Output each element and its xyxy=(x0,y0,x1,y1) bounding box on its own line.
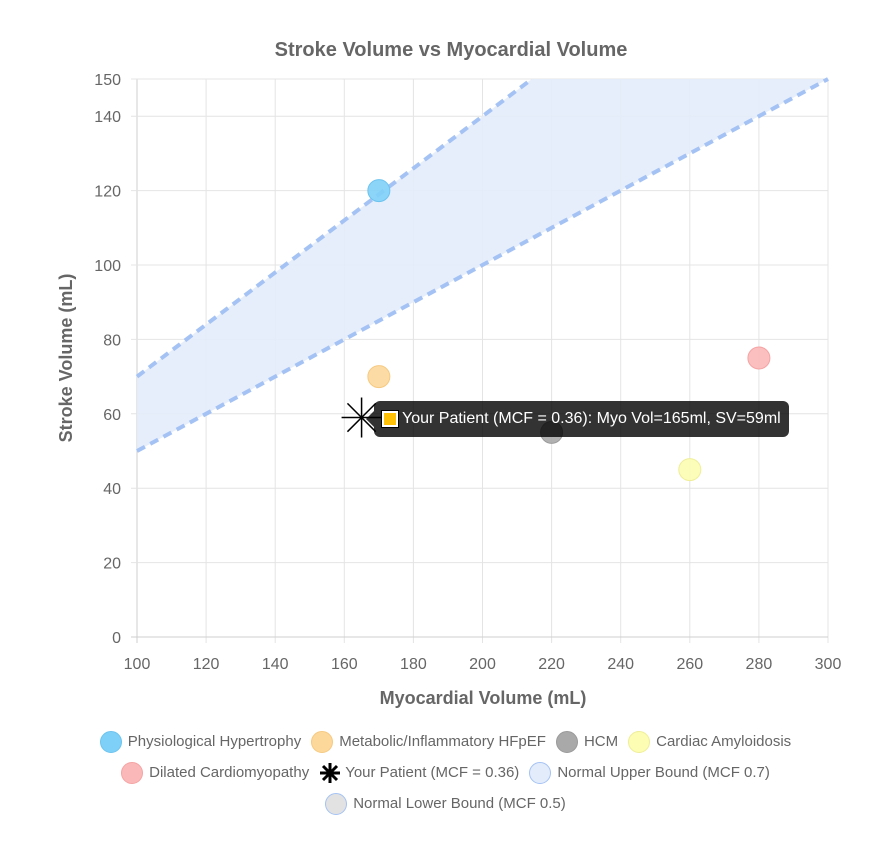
legend-item-metabolic-hfpef[interactable]: Metabolic/Inflammatory HFpEF xyxy=(311,730,546,753)
data-tooltip: Your Patient (MCF = 0.36): Myo Vol=165ml… xyxy=(366,401,789,437)
svg-text:40: 40 xyxy=(103,481,121,498)
svg-text:0: 0 xyxy=(112,630,121,647)
legend-label: Dilated Cardiomyopathy xyxy=(149,764,310,781)
star-marker-icon xyxy=(320,762,341,783)
circle-marker-icon xyxy=(325,792,348,815)
legend-item-dilated-cardiomyopathy[interactable]: Dilated Cardiomyopathy xyxy=(121,761,310,784)
legend-label: Cardiac Amyloidosis xyxy=(656,733,792,750)
legend-item-normal-upper-bound[interactable]: Normal Upper Bound (MCF 0.7) xyxy=(529,761,770,784)
circle-marker-icon xyxy=(555,730,578,753)
legend-item-physiological-hypertrophy[interactable]: Physiological Hypertrophy xyxy=(99,730,302,753)
legend-item-your-patient[interactable]: Your Patient (MCF = 0.36) xyxy=(319,762,519,784)
svg-text:120: 120 xyxy=(193,656,220,673)
normal-bounds-band xyxy=(135,77,829,453)
svg-text:240: 240 xyxy=(607,656,634,673)
svg-text:200: 200 xyxy=(469,656,496,673)
svg-text:280: 280 xyxy=(746,656,773,673)
circle-marker-icon xyxy=(99,730,122,753)
svg-text:260: 260 xyxy=(676,656,703,673)
legend-label: Normal Lower Bound (MCF 0.5) xyxy=(353,795,566,812)
chart-legend: Physiological Hypertrophy Metabolic/Infl… xyxy=(0,726,891,819)
circle-marker-icon xyxy=(311,730,334,753)
circle-marker-icon xyxy=(529,761,552,784)
x-axis-label: Myocardial Volume (mL) xyxy=(380,688,587,708)
legend-label: Normal Upper Bound (MCF 0.7) xyxy=(557,764,770,781)
tooltip-color-swatch xyxy=(381,410,399,428)
svg-text:80: 80 xyxy=(103,332,121,349)
chart-title: Stroke Volume vs Myocardial Volume xyxy=(275,39,628,61)
svg-text:20: 20 xyxy=(103,556,121,573)
circle-marker-icon xyxy=(121,761,144,784)
tooltip-text: Your Patient (MCF = 0.36): Myo Vol=165ml… xyxy=(402,410,781,427)
y-axis-label: Stroke Volume (mL) xyxy=(56,274,76,443)
legend-item-hcm[interactable]: HCM xyxy=(555,730,619,753)
svg-text:140: 140 xyxy=(94,109,121,126)
chart-canvas: Stroke Volume vs Myocardial Volume 100 12… xyxy=(56,39,841,708)
svg-text:60: 60 xyxy=(103,407,121,424)
legend-item-normal-lower-bound[interactable]: Normal Lower Bound (MCF 0.5) xyxy=(325,792,566,815)
legend-label: HCM xyxy=(583,733,619,750)
svg-text:140: 140 xyxy=(262,656,289,673)
svg-text:160: 160 xyxy=(331,656,358,673)
legend-label: Physiological Hypertrophy xyxy=(127,733,302,750)
svg-text:180: 180 xyxy=(400,656,427,673)
legend-label: Metabolic/Inflammatory HFpEF xyxy=(339,733,546,750)
legend-row-2: Dilated Cardiomyopathy Your Patient (MCF… xyxy=(0,757,891,788)
svg-text:220: 220 xyxy=(538,656,565,673)
circle-marker-icon xyxy=(628,730,651,753)
legend-label: Your Patient (MCF = 0.36) xyxy=(345,764,520,781)
svg-text:120: 120 xyxy=(94,184,121,201)
legend-row-1: Physiological Hypertrophy Metabolic/Infl… xyxy=(0,726,891,757)
axis-ticks: 100 120 140 160 180 200 220 240 260 280 300 0 20 40 60… xyxy=(94,72,841,673)
svg-text:300: 300 xyxy=(815,656,842,673)
svg-text:100: 100 xyxy=(124,656,151,673)
svg-text:100: 100 xyxy=(94,258,121,275)
svg-text:150: 150 xyxy=(94,72,121,89)
legend-item-cardiac-amyloidosis[interactable]: Cardiac Amyloidosis xyxy=(628,730,792,753)
legend-row-3: Normal Lower Bound (MCF 0.5) xyxy=(0,788,891,819)
